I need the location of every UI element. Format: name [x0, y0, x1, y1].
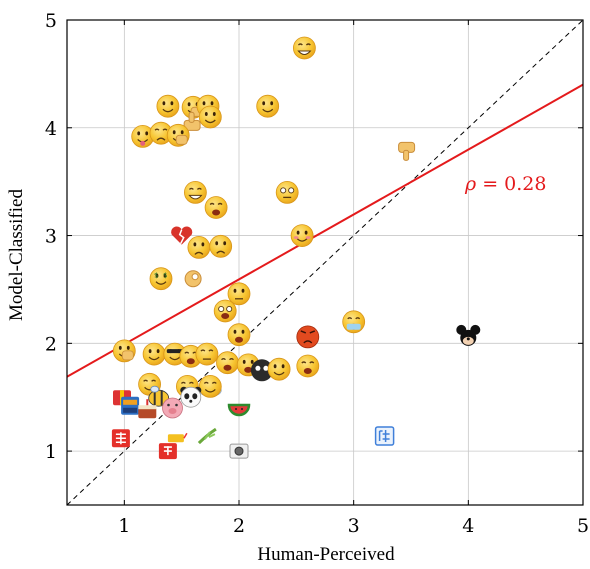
- watermelon-icon: [227, 403, 251, 417]
- money-face-icon: $ $: [149, 267, 173, 291]
- sad-face-icon: [187, 235, 211, 259]
- fortune-charm-icon: [111, 429, 130, 448]
- smirk-face-icon: [292, 36, 316, 60]
- x-tick-label: 3: [348, 515, 360, 537]
- sick-face-icon: [342, 310, 366, 334]
- y-tick-label: 3: [45, 226, 57, 248]
- svg-text:$: $: [154, 272, 158, 280]
- thumbs-down-icon: [398, 141, 416, 161]
- mouse-character-icon: [456, 324, 481, 346]
- red-tag-icon: [158, 443, 177, 460]
- x-tick-label: 5: [577, 515, 589, 537]
- y-tick-label: 1: [45, 441, 57, 463]
- black-face-icon: [250, 359, 273, 382]
- cloud-face-icon: [198, 374, 222, 398]
- hands-face-icon: [112, 339, 136, 363]
- bamboo-icon: [197, 427, 217, 445]
- x-tick-label: 1: [118, 515, 130, 537]
- camera-icon: [229, 443, 249, 459]
- rho-value: = 0.28: [476, 173, 546, 195]
- thumbs-up-icon: [183, 111, 201, 131]
- panda-icon: [180, 386, 202, 408]
- shy-face-icon: [290, 224, 314, 248]
- dizzy-face-icon: [275, 180, 299, 204]
- blue-character-icon: [374, 426, 395, 446]
- ok-hand-icon: [184, 270, 202, 288]
- hmm-face-icon: [227, 282, 251, 306]
- yell-face-icon: [296, 354, 320, 378]
- identity-diagonal-line: [66, 19, 584, 506]
- x-axis-label: Human-Perceived: [257, 544, 395, 565]
- yawn-face-icon: [216, 351, 239, 375]
- regression-line: [66, 83, 584, 378]
- rho-symbol: ρ: [464, 173, 477, 195]
- x-tick-label: 4: [462, 515, 474, 537]
- mouse-on-block-icon: [121, 396, 140, 415]
- y-tick-label: 2: [45, 333, 57, 355]
- data-points: $ $: [111, 36, 481, 460]
- y-tick-label: 5: [45, 10, 57, 32]
- surprised-face-icon: [227, 323, 251, 347]
- drool-face-icon: [267, 357, 291, 381]
- reference-lines: [66, 19, 584, 506]
- tired-face-icon: [149, 121, 173, 145]
- broken-heart-icon: [171, 226, 193, 245]
- pig-face-icon: [162, 397, 183, 419]
- correlation-annotation: ρ = 0.28: [464, 173, 546, 195]
- rolling-eyes-face-icon: [156, 94, 180, 118]
- grin-face-icon: [183, 180, 207, 204]
- bee-icon: [148, 385, 170, 407]
- firecracker-icon: [167, 432, 188, 443]
- y-axis-label: Model-Classified: [6, 189, 27, 321]
- tongue-face-icon: [131, 124, 155, 148]
- smile-face-icon: [142, 342, 166, 366]
- plot-area-frame: [66, 19, 584, 506]
- sleepy-face-icon: [195, 342, 219, 366]
- worried-face-icon: [209, 234, 233, 258]
- svg-text:$: $: [163, 272, 167, 280]
- x-tick-label: 2: [233, 515, 245, 537]
- smug-face-icon: [256, 94, 280, 118]
- tick-labels: 1 2 3 4 5 1 2 3 4 5: [45, 10, 589, 537]
- y-tick-label: 4: [45, 118, 57, 140]
- sweat-face-icon: [198, 105, 222, 129]
- crying-face-icon: [204, 196, 228, 219]
- hand-face-icon: [166, 123, 190, 147]
- cake-icon: [138, 399, 157, 419]
- spiral-eyes-face-icon: [213, 299, 237, 323]
- angry-face-icon: [296, 325, 320, 349]
